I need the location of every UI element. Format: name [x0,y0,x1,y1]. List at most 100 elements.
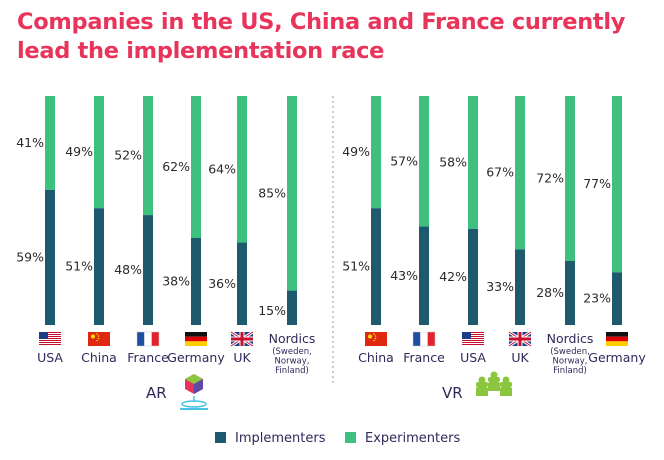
category-label: China [81,350,117,365]
bar-experimenters [419,96,429,227]
data-label-experimenters: 64% [208,161,236,176]
bar-experimenters [287,96,297,291]
bar-implementers [612,272,622,325]
data-label-experimenters: 49% [65,144,93,159]
bar-experimenters [45,96,55,190]
bar-experimenters [515,96,525,250]
panel-ar: 41% 59% USA 49% 51% China 52% 48% France 62% 38% Ge… [16,96,315,376]
category-sublabel: Norway, [275,357,310,367]
category-label: UK [511,350,529,365]
bar-implementers [143,215,153,325]
data-label-implementers: 23% [583,291,611,306]
data-label-implementers: 48% [114,262,142,277]
category-label: Nordics [269,331,316,346]
bar-implementers [94,208,104,325]
bar-group-germany: 77% 23% Germany [583,96,646,365]
data-label-implementers: 43% [390,268,418,283]
category-label: Germany [167,350,225,365]
bar-implementers [45,189,55,325]
ar-hologram-icon [180,374,208,410]
bar-experimenters [565,96,575,261]
bar-experimenters [612,96,622,273]
data-label-experimenters: 67% [486,165,514,180]
category-sublabel: Finland) [275,366,309,376]
data-label-experimenters: 62% [162,159,190,174]
bar-group-china: 49% 51% China [65,96,117,365]
category-label: Germany [588,350,646,365]
data-label-implementers: 28% [536,285,564,300]
data-label-experimenters: 49% [342,144,370,159]
us-flag-icon [462,332,484,346]
bar-group-usa: 58% 42% USA [439,96,486,365]
chart-title: Companies in the US, China and France cu… [17,9,626,64]
data-label-implementers: 59% [16,249,44,264]
bar-experimenters [143,96,153,216]
bar-group-uk: 67% 33% UK [486,96,532,365]
bar-implementers [371,208,381,325]
legend-swatch [345,432,356,443]
category-label: France [403,350,445,365]
bar-implementers [191,237,201,325]
uk-flag-icon [230,330,254,348]
france-flag-icon [136,331,160,347]
category-sublabel: Norway, [553,357,588,367]
bar-group-uk: 64% 36% UK [208,96,254,365]
data-label-experimenters: 85% [258,185,286,200]
data-label-experimenters: 57% [390,153,418,168]
category-label: USA [460,350,486,365]
legend-swatch [215,432,226,443]
data-label-implementers: 15% [258,303,286,318]
data-label-implementers: 36% [208,276,236,291]
legend-item-implementers: Implementers [215,431,326,446]
panel-label-vr: VR [442,384,463,402]
china-flag-icon [365,332,387,346]
data-label-implementers: 51% [342,259,370,274]
category-label: France [127,350,169,365]
bar-group-france: 57% 43% France [390,96,445,365]
category-sublabel: (Sweden, [550,347,590,357]
legend-label: Implementers [235,431,326,446]
bar-experimenters [94,96,104,209]
bar-experimenters [468,96,478,229]
vr-group-icon [476,371,512,396]
uk-flag-icon [508,330,532,348]
data-label-implementers: 42% [439,269,467,284]
france-flag-icon [412,331,436,347]
data-label-implementers: 38% [162,273,190,288]
panel-vr: 49% 51% China 57% 43% France 58% 42% USA 67% 33% UK… [342,96,646,376]
bar-implementers [419,226,429,325]
bar-implementers [565,260,575,325]
category-label: UK [233,350,251,365]
germany-flag-icon [185,332,207,346]
category-label: USA [37,350,63,365]
data-label-implementers: 51% [65,259,93,274]
bar-group-germany: 62% 38% Germany [162,96,225,365]
category-sublabel: Finland) [553,366,587,376]
bar-implementers [237,242,247,325]
category-label: Nordics [547,331,594,346]
legend-label: Experimenters [365,431,460,446]
bar-experimenters [371,96,381,209]
category-label: China [358,350,394,365]
bar-group-usa: 41% 59% USA [16,96,63,365]
legend-item-experimenters: Experimenters [345,431,460,446]
bar-group-nordics: 85% 15% Nordics(Sweden,Norway,Finland) [258,96,315,376]
us-flag-icon [39,332,61,346]
bar-experimenters [237,96,247,243]
bar-group-nordics: 72% 28% Nordics(Sweden,Norway,Finland) [536,96,593,376]
panel-label-ar: AR [146,384,167,402]
bar-experimenters [191,96,201,238]
bar-group-china: 49% 51% China [342,96,394,365]
data-label-experimenters: 58% [439,154,467,169]
data-label-experimenters: 77% [583,176,611,191]
data-label-experimenters: 52% [114,148,142,163]
category-sublabel: (Sweden, [272,347,312,357]
bar-implementers [468,228,478,325]
bar-implementers [515,249,525,325]
germany-flag-icon [606,332,628,346]
china-flag-icon [88,332,110,346]
bar-implementers [287,290,297,325]
legend: Implementers Experimenters [215,431,460,446]
data-label-experimenters: 72% [536,170,564,185]
